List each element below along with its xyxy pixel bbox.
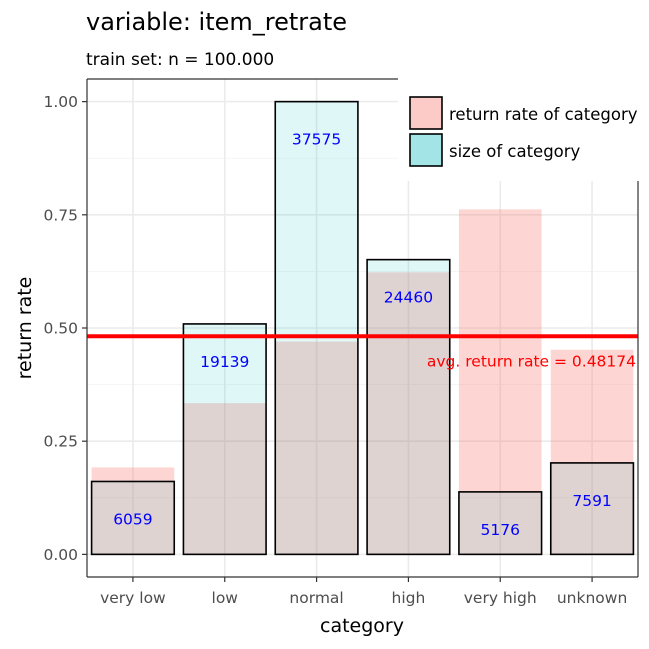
size-bar bbox=[182, 323, 267, 556]
size-bar bbox=[458, 491, 543, 556]
average-label: avg. return rate = 0.48174 bbox=[427, 352, 636, 370]
legend-label-size: size of category bbox=[449, 142, 581, 161]
y-tick-label: 0.00 bbox=[43, 546, 78, 564]
legend-key-size bbox=[409, 133, 443, 167]
size-bar bbox=[366, 258, 451, 556]
x-axis-title: category bbox=[320, 615, 404, 637]
average-line-group: avg. return rate = 0.48174 bbox=[87, 334, 638, 370]
x-tick-label: low bbox=[212, 589, 239, 607]
legend: return rate of category size of category bbox=[398, 79, 638, 181]
count-label: 37575 bbox=[292, 131, 341, 149]
return-rate-bar bbox=[367, 272, 450, 555]
count-label: 7591 bbox=[572, 492, 611, 510]
x-tick-label: unknown bbox=[557, 589, 627, 607]
x-tick-label: very high bbox=[464, 589, 537, 607]
y-axis-title: return rate bbox=[14, 277, 36, 380]
return-rate-bars bbox=[91, 209, 634, 555]
size-bars bbox=[90, 100, 635, 556]
x-tick-label: very low bbox=[100, 589, 166, 607]
y-tick-label: 0.25 bbox=[43, 433, 78, 451]
y-tick-label: 0.50 bbox=[43, 320, 78, 338]
x-tick-label: high bbox=[392, 589, 426, 607]
size-bar bbox=[549, 462, 635, 556]
y-axis: 0.00 0.25 0.50 0.75 1.00 bbox=[43, 93, 87, 564]
y-tick-label: 1.00 bbox=[43, 93, 78, 111]
count-label: 19139 bbox=[200, 353, 249, 371]
size-bar bbox=[274, 100, 359, 556]
return-rate-bar bbox=[550, 349, 634, 555]
x-axis: very low low normal high very high unknown bbox=[100, 577, 627, 607]
chart-title: variable: item_retrate bbox=[86, 8, 347, 36]
return-rate-bar bbox=[183, 403, 267, 555]
size-bar bbox=[90, 480, 176, 556]
chart-subtitle: train set: n = 100.000 bbox=[86, 50, 274, 70]
count-label: 6059 bbox=[113, 510, 152, 528]
legend-label-return-rate: return rate of category bbox=[449, 105, 638, 124]
return-rate-bar bbox=[275, 341, 358, 555]
legend-key-return-rate bbox=[409, 96, 443, 130]
y-tick-label: 0.75 bbox=[43, 206, 78, 224]
count-labels: 6059 19139 37575 24460 5176 7591 bbox=[113, 131, 612, 539]
count-label: 24460 bbox=[384, 289, 433, 307]
count-label: 5176 bbox=[481, 521, 520, 539]
grid-lines bbox=[87, 79, 638, 577]
return-rate-bar bbox=[458, 209, 542, 555]
x-tick-label: normal bbox=[289, 589, 343, 607]
